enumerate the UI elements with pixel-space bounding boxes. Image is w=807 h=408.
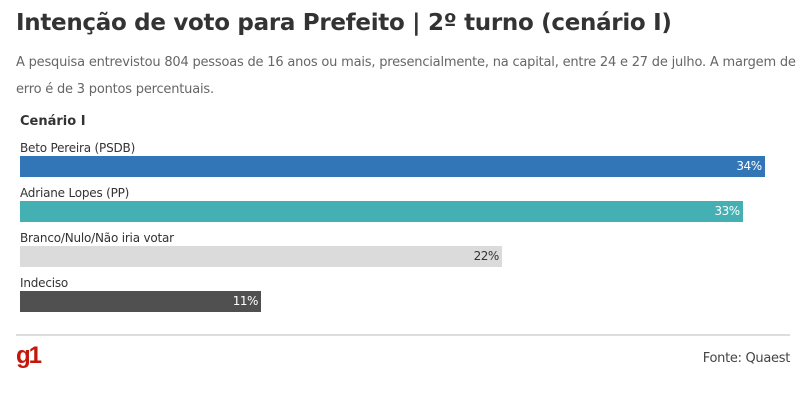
chart-title: Intenção de voto para Prefeito | 2º turn…: [16, 10, 672, 36]
data-label: 11%: [232, 294, 259, 308]
bar: [20, 246, 502, 267]
data-label: 22%: [473, 249, 500, 263]
bar: [20, 291, 261, 312]
category-label: Branco/Nulo/Não iria votar: [20, 231, 174, 245]
bar: [20, 156, 765, 177]
g1-logo: g1: [16, 342, 42, 369]
scenario-label: Cenário I: [20, 114, 86, 129]
data-label: 34%: [736, 159, 762, 173]
category-label: Beto Pereira (PSDB): [20, 141, 136, 155]
divider: [16, 334, 790, 336]
data-label: 33%: [714, 204, 741, 218]
category-label: Indeciso: [20, 276, 69, 290]
chart-subtitle: A pesquisa entrevistou 804 pessoas de 16…: [16, 55, 796, 97]
source-note: Fonte: Quaest: [702, 351, 791, 366]
category-label: Adriane Lopes (PP): [20, 186, 130, 200]
bar: [20, 201, 743, 222]
